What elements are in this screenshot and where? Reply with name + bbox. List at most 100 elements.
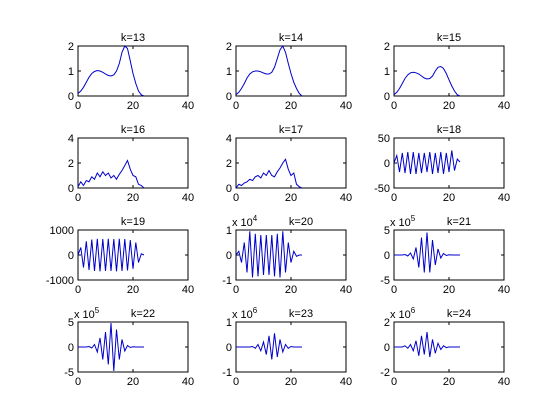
y-tick-label: -1 [222, 275, 232, 287]
subplot-k-16: 0 20 40 0 2 4 k=16 [68, 124, 194, 204]
axes-frame [393, 137, 505, 189]
x-tick-label: 40 [182, 376, 194, 388]
x-tick-label: 0 [233, 192, 239, 204]
subplot-k-15: 0 20 40 0 1 2 k=15 [384, 32, 510, 112]
x-tick-label: 40 [340, 192, 352, 204]
subplot-title: k=18 [437, 124, 461, 136]
x-tick-label: 20 [443, 100, 455, 112]
y-tick-label: 0 [226, 250, 232, 262]
exponent-power: 6 [253, 306, 258, 315]
exponent-label: x 106 [390, 306, 416, 321]
y-tick-label: 2 [68, 41, 74, 53]
exponent-power: 6 [411, 306, 416, 315]
x-tick-label: 0 [75, 192, 81, 204]
y-tick-label: 0 [384, 342, 390, 354]
subplot-title: k=20 [289, 216, 313, 228]
subplot-title: k=24 [447, 308, 471, 320]
series-line [77, 238, 145, 272]
series-line [394, 331, 460, 358]
subplot-title: k=14 [279, 32, 303, 44]
subplot-k-13: 0 20 40 0 1 2 k=13 [68, 32, 194, 112]
x-tick-label: 20 [127, 376, 139, 388]
x-tick-label: 40 [498, 192, 510, 204]
y-tick-label: 0 [384, 250, 390, 262]
y-tick-label: 0 [226, 342, 232, 354]
subplot-k-14: 0 20 40 0 1 2 k=14 [226, 32, 352, 112]
y-tick-label: 2 [226, 158, 232, 170]
series-line [77, 45, 145, 97]
series-line [394, 232, 460, 273]
y-tick-label: 0 [226, 91, 232, 103]
y-tick-label: -1 [222, 367, 232, 379]
y-tick-label: 50 [378, 133, 390, 145]
y-tick-label: 0 [68, 183, 74, 195]
subplot-title: k=15 [437, 32, 461, 44]
y-tick-label: 0 [68, 250, 74, 262]
exponent-power: 4 [253, 214, 258, 223]
x-tick-label: 20 [443, 284, 455, 296]
subplot-title: k=19 [121, 216, 145, 228]
series-line [236, 333, 302, 360]
y-tick-label: 2 [68, 158, 74, 170]
y-tick-label: 1 [226, 317, 232, 329]
exponent-label: x 105 [74, 306, 100, 321]
x-tick-label: 20 [285, 100, 297, 112]
x-tick-label: 40 [498, 376, 510, 388]
exponent-label: x 104 [232, 214, 258, 229]
series-line [235, 231, 302, 278]
y-tick-label: 2 [384, 317, 390, 329]
y-tick-label: -5 [380, 275, 390, 287]
exponent-label: x 106 [232, 306, 258, 321]
y-tick-label: 1 [384, 66, 390, 78]
series-line [77, 159, 145, 189]
series-line [235, 158, 303, 189]
series-line [393, 150, 461, 175]
x-tick-label: 40 [340, 100, 352, 112]
x-tick-label: 0 [75, 376, 81, 388]
y-tick-label: 0 [384, 158, 390, 170]
x-tick-label: 0 [233, 284, 239, 296]
exponent-label: x 105 [390, 214, 416, 229]
subplot-title: k=16 [121, 124, 145, 136]
subplot-title: k=21 [447, 216, 471, 228]
x-tick-label: 20 [285, 284, 297, 296]
exponent-power: 5 [411, 214, 416, 223]
axes-frame [77, 229, 189, 281]
subplot-title: k=17 [279, 124, 303, 136]
x-tick-label: 40 [498, 100, 510, 112]
x-tick-label: 0 [391, 100, 397, 112]
x-tick-label: 20 [285, 192, 297, 204]
y-tick-label: 0 [68, 342, 74, 354]
axes-frame [393, 45, 505, 97]
x-tick-label: 20 [127, 192, 139, 204]
axes-frame [77, 137, 189, 189]
y-tick-label: -5 [64, 367, 74, 379]
y-tick-label: 1 [68, 66, 74, 78]
y-tick-label: -2 [380, 367, 390, 379]
axes-frame [235, 45, 347, 97]
y-tick-label: 0 [384, 91, 390, 103]
y-tick-label: 4 [226, 133, 232, 145]
x-tick-label: 0 [391, 192, 397, 204]
y-tick-label: 0 [68, 91, 74, 103]
y-tick-label: 1 [226, 225, 232, 237]
x-tick-label: 0 [233, 376, 239, 388]
y-tick-label: 2 [384, 41, 390, 53]
x-tick-label: 0 [75, 100, 81, 112]
x-tick-label: 20 [443, 376, 455, 388]
exponent-power: 5 [95, 306, 100, 315]
x-tick-label: 20 [127, 100, 139, 112]
x-tick-label: 20 [127, 284, 139, 296]
y-tick-label: 1 [226, 66, 232, 78]
y-tick-label: 1000 [50, 225, 74, 237]
x-tick-label: 40 [182, 284, 194, 296]
x-tick-label: 20 [285, 376, 297, 388]
x-tick-label: 0 [391, 376, 397, 388]
